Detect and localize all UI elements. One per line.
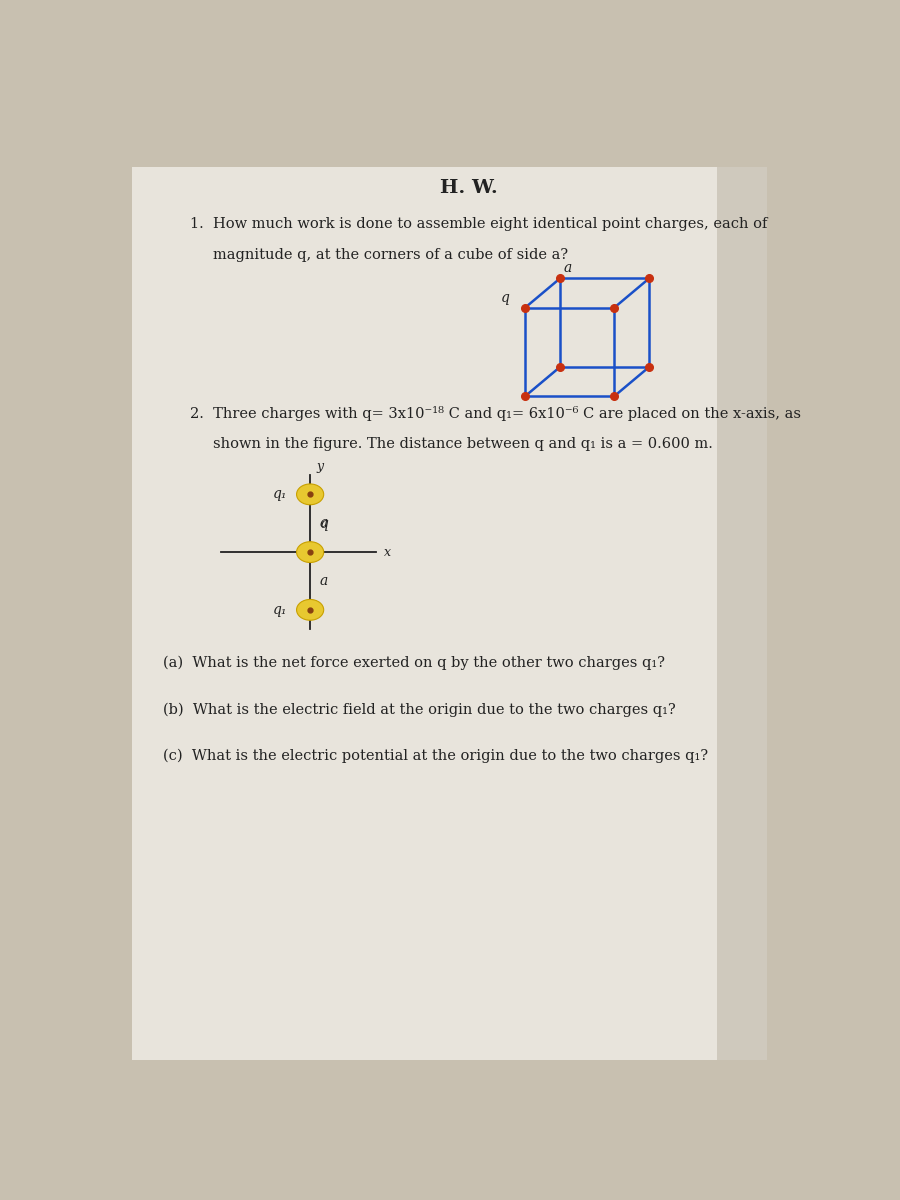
Text: (c)  What is the electric potential at the origin due to the two charges q₁?: (c) What is the electric potential at th…	[163, 749, 708, 763]
Text: a: a	[564, 262, 572, 275]
Text: H. W.: H. W.	[440, 179, 498, 197]
Text: a: a	[320, 516, 328, 530]
Text: (a)  What is the net force exerted on q by the other two charges q₁?: (a) What is the net force exerted on q b…	[163, 656, 665, 671]
Text: (b)  What is the electric field at the origin due to the two charges q₁?: (b) What is the electric field at the or…	[163, 702, 676, 716]
Ellipse shape	[297, 600, 324, 620]
Text: x: x	[383, 546, 391, 559]
Bar	[717, 167, 768, 1061]
Text: q₁: q₁	[273, 602, 287, 617]
Ellipse shape	[297, 541, 324, 563]
Text: q₁: q₁	[273, 487, 287, 502]
Ellipse shape	[297, 484, 324, 505]
Text: a: a	[320, 574, 328, 588]
Text: y: y	[316, 460, 323, 473]
Text: q: q	[320, 517, 328, 532]
Text: 1.  How much work is done to assemble eight identical point charges, each of: 1. How much work is done to assemble eig…	[190, 217, 768, 232]
Text: shown in the figure. The distance between q and q₁ is a = 0.600 m.: shown in the figure. The distance betwee…	[213, 437, 713, 450]
Text: magnitude q, at the corners of a cube of side a?: magnitude q, at the corners of a cube of…	[213, 248, 569, 262]
Text: q: q	[500, 290, 509, 305]
Text: 2.  Three charges with q= 3x10⁻¹⁸ C and q₁= 6x10⁻⁶ C are placed on the x-axis, a: 2. Three charges with q= 3x10⁻¹⁸ C and q…	[190, 406, 801, 421]
